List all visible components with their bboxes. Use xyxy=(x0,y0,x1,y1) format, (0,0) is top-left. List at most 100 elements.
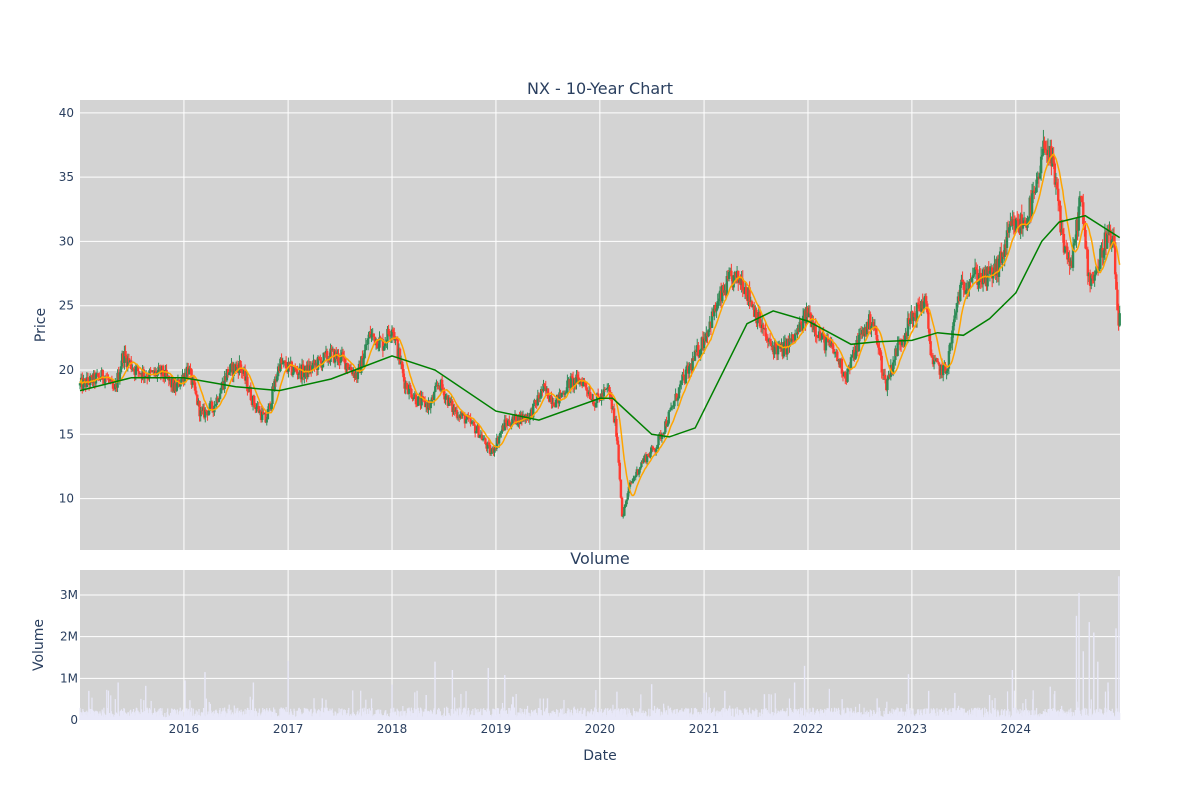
candle-body xyxy=(930,355,934,358)
volume-bar xyxy=(189,700,191,720)
candle-body xyxy=(668,410,672,412)
candle-body xyxy=(204,409,207,418)
candle-body xyxy=(1035,179,1038,193)
candle-body xyxy=(463,414,467,424)
candle-body xyxy=(1093,274,1096,281)
volume-bar xyxy=(842,709,844,720)
volume-bar xyxy=(577,708,579,720)
candle-body xyxy=(1052,156,1055,164)
volume-bar xyxy=(621,708,623,720)
volume-bar-spike xyxy=(184,680,186,720)
volume-bar-spike xyxy=(803,665,806,720)
volume-bar xyxy=(136,708,138,720)
candle-body xyxy=(880,355,883,373)
candle-body xyxy=(434,386,437,392)
candle-body xyxy=(294,367,297,369)
candle-body xyxy=(819,331,822,340)
candle-body xyxy=(1063,246,1067,253)
candle-body xyxy=(971,275,975,279)
candle-body xyxy=(793,333,797,341)
candle-body xyxy=(628,482,632,487)
candle-body xyxy=(625,499,628,505)
candle-body xyxy=(339,355,342,363)
candle-body xyxy=(414,394,418,405)
candle-body xyxy=(493,448,496,453)
candle-body xyxy=(1094,270,1098,275)
volume-bar xyxy=(233,705,235,720)
candle-body xyxy=(473,425,477,434)
candle-body xyxy=(833,352,837,354)
candle-body xyxy=(1112,235,1116,243)
candle-body xyxy=(945,371,948,374)
volume-bar xyxy=(102,711,104,720)
candle-body xyxy=(372,333,376,337)
volume-bar xyxy=(172,709,174,720)
volume-bar xyxy=(981,708,984,720)
candle-body xyxy=(554,399,558,408)
volume-bar xyxy=(709,708,711,720)
candle-body xyxy=(973,267,977,275)
volume-bar-spike xyxy=(117,682,119,720)
volume-bar xyxy=(291,713,293,720)
volume-bar xyxy=(1119,713,1121,720)
candle-body xyxy=(97,373,100,377)
candle-body xyxy=(127,358,131,363)
candle-body xyxy=(558,392,561,404)
candle-body xyxy=(684,369,688,384)
candle-body xyxy=(886,379,889,391)
candle-body xyxy=(407,385,411,394)
volume-bar xyxy=(756,709,758,720)
candle-body xyxy=(997,258,1001,277)
volume-bar xyxy=(192,708,194,720)
volume-bar xyxy=(1005,710,1008,720)
candle-body xyxy=(948,343,952,352)
volume-bar xyxy=(505,710,508,720)
candle-body xyxy=(640,462,643,468)
candle-body xyxy=(378,337,381,348)
volume-bar xyxy=(272,707,275,720)
volume-bar xyxy=(753,711,755,720)
volume-bar-spike xyxy=(204,672,206,720)
volume-bar xyxy=(195,710,197,720)
candle-body xyxy=(737,270,740,283)
candle-body xyxy=(275,376,279,382)
candle-body xyxy=(773,342,776,355)
volume-bar xyxy=(614,708,616,720)
volume-bar xyxy=(508,707,510,720)
candle-body xyxy=(543,383,546,387)
candle-body xyxy=(189,368,192,370)
volume-bar xyxy=(568,709,570,720)
volume-bar xyxy=(283,709,286,720)
volume-bar xyxy=(961,707,963,720)
volume-bar xyxy=(951,708,953,720)
candle-body xyxy=(878,347,881,351)
volume-bar xyxy=(363,707,365,720)
volume-bar-spike xyxy=(954,692,956,720)
volume-bar xyxy=(186,708,188,720)
candle-body xyxy=(453,407,456,412)
candle-body xyxy=(1057,188,1060,202)
volume-bar xyxy=(294,710,296,720)
volume-bar xyxy=(555,709,558,720)
volume-bar xyxy=(980,710,982,720)
candle-body xyxy=(676,398,680,401)
candle-body xyxy=(126,358,130,368)
candle-body xyxy=(875,334,879,345)
candle-body xyxy=(755,309,758,324)
price-axis-title: Price xyxy=(33,308,49,342)
candle-body xyxy=(540,389,543,398)
volume-bar-spike xyxy=(145,685,147,720)
candle-body xyxy=(970,278,973,282)
volume-bar xyxy=(202,708,205,720)
candle-body xyxy=(1116,289,1119,311)
candle-body xyxy=(376,339,379,349)
candle-body xyxy=(952,322,955,331)
volume-bar xyxy=(1090,699,1092,720)
candle-body xyxy=(542,383,545,392)
volume-bar xyxy=(352,690,354,720)
candle-body xyxy=(576,374,579,378)
volume-bar xyxy=(772,711,774,720)
candle-body xyxy=(488,444,492,454)
volume-bar xyxy=(801,708,804,720)
volume-bar xyxy=(115,712,118,720)
